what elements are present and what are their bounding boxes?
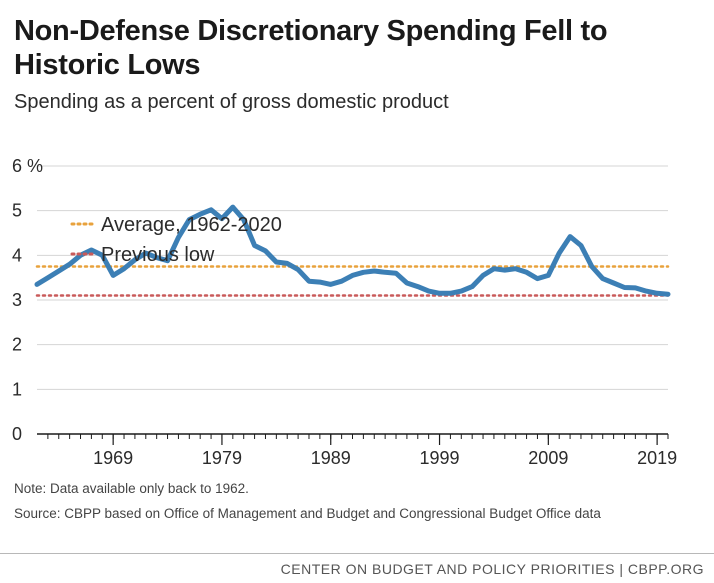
- y-tick-label: 1: [12, 379, 22, 399]
- x-tick-label: 2019: [637, 448, 677, 468]
- y-tick-label: 0: [12, 424, 22, 444]
- line-chart: 0 1 2 3 4 5 6 % 1969 1979 1989 1999 2009 2019 Avera…: [12, 156, 677, 468]
- x-tick-label: 1979: [202, 448, 242, 468]
- chart-title: Non-Defense Discretionary Spending Fell …: [14, 15, 608, 81]
- y-tick-label: 5: [12, 201, 22, 221]
- legend: Average, 1962-2020 Previous low: [70, 214, 282, 266]
- chart-source: Source: CBPP based on Office of Manageme…: [14, 506, 601, 521]
- y-axis-ticks: 0 1 2 3 4 5 6 %: [12, 156, 43, 444]
- y-tick-label: 4: [12, 245, 22, 265]
- series-layer: [34, 204, 671, 297]
- x-tick-label: 1989: [311, 448, 351, 468]
- chart-note: Note: Data available only back to 1962.: [14, 481, 249, 496]
- x-axis: 1969 1979 1989 1999 2009 2019: [37, 433, 677, 468]
- footer-divider: [0, 553, 714, 554]
- x-tick-label: 2009: [528, 448, 568, 468]
- x-tick-label: 1969: [93, 448, 133, 468]
- spending-series-line: [34, 204, 671, 297]
- x-tick-label: 1999: [420, 448, 460, 468]
- reference-lines: [35, 265, 670, 297]
- footer-credit: CENTER ON BUDGET AND POLICY PRIORITIES |…: [280, 561, 704, 577]
- legend-average-label: Average, 1962-2020: [101, 214, 282, 236]
- chart-subtitle: Spending as a percent of gross domestic …: [14, 91, 449, 113]
- y-tick-label: 3: [12, 290, 22, 310]
- legend-previous-low-label: Previous low: [101, 244, 215, 266]
- y-tick-label: 2: [12, 335, 22, 355]
- y-tick-label: 6 %: [12, 156, 43, 176]
